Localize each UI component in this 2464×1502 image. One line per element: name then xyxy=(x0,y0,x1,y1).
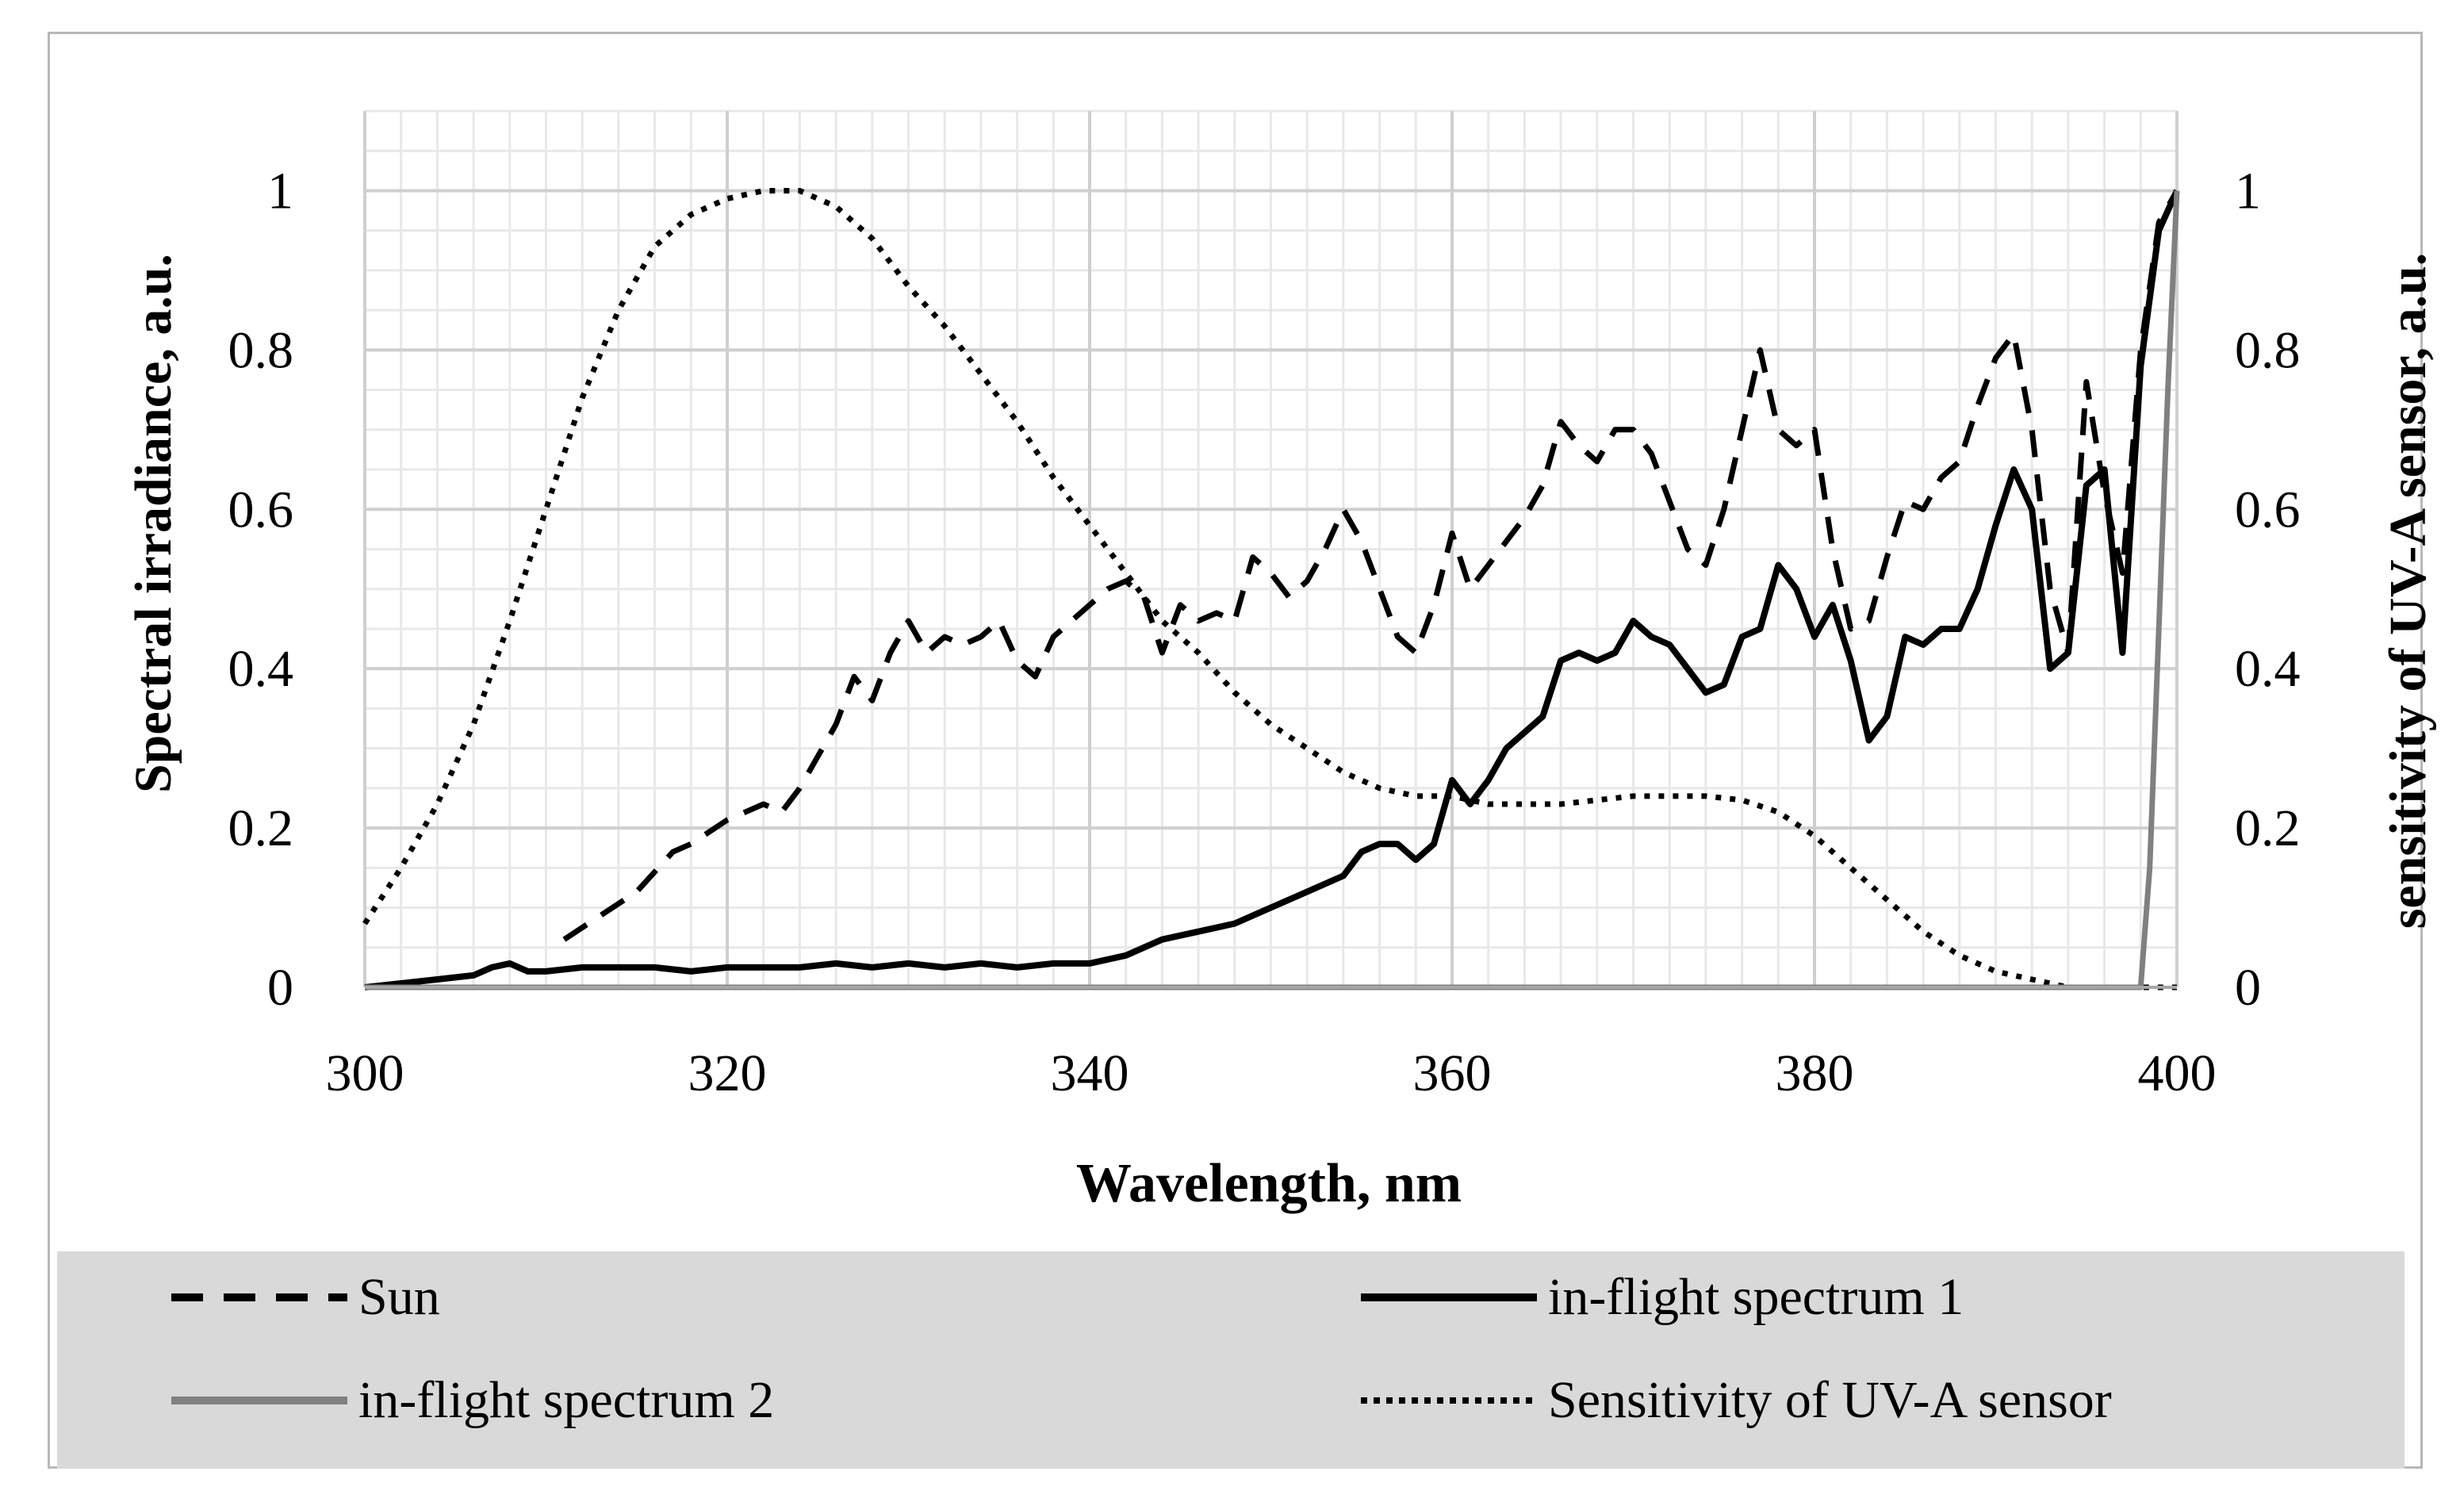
legend-label: Sensitivity of UV-A sensor xyxy=(1548,1371,2112,1429)
x-tick-label: 360 xyxy=(1413,1044,1492,1102)
x-axis-title: Wavelength, nm xyxy=(1076,1153,1462,1214)
y2-tick-label: 0.8 xyxy=(2235,321,2301,379)
legend-swatch-solid-black xyxy=(1361,1293,1537,1301)
legend-item-sun: Sun xyxy=(168,1267,440,1328)
x-tick-label: 340 xyxy=(1051,1044,1129,1102)
x-tick-label: 300 xyxy=(326,1044,404,1102)
legend-label: in-flight spectrum 1 xyxy=(1548,1268,1964,1326)
x-tick-label: 380 xyxy=(1776,1044,1854,1102)
x-tick-label: 320 xyxy=(688,1044,767,1102)
y2-tick-label: 0.2 xyxy=(2235,799,2301,857)
series-line-sun xyxy=(562,189,2180,942)
legend-label: Sun xyxy=(358,1268,440,1326)
y-tick-label: 0.8 xyxy=(228,321,294,379)
series-line-in-flight-spectrum-1 xyxy=(364,189,2180,990)
legend-item-spectrum-1: in-flight spectrum 1 xyxy=(1358,1267,1964,1328)
x-tick-label: 400 xyxy=(2138,1044,2217,1102)
y-axis-title: Spectral irradiance, a.u. xyxy=(125,254,182,793)
y-tick-label: 1 xyxy=(267,162,293,220)
grid xyxy=(363,109,2179,989)
y2-tick-label: 1 xyxy=(2235,162,2261,220)
y-tick-label: 0.4 xyxy=(228,640,294,698)
y-tick-label: 0.6 xyxy=(228,481,294,538)
legend: Sun in-flight spectrum 1 in-flight spect… xyxy=(57,1251,2405,1469)
legend-swatch-solid-gray xyxy=(171,1397,347,1404)
legend-swatch-dotted xyxy=(1361,1397,1537,1404)
legend-swatch-dashed xyxy=(171,1293,347,1301)
legend-item-spectrum-2: in-flight spectrum 2 xyxy=(168,1370,774,1431)
y2-tick-label: 0 xyxy=(2235,959,2261,1017)
legend-label: in-flight spectrum 2 xyxy=(358,1371,775,1429)
legend-item-sensitivity: Sensitivity of UV-A sensor xyxy=(1358,1370,2112,1431)
y2-tick-label: 0.6 xyxy=(2235,481,2301,538)
y-tick-label: 0.2 xyxy=(228,799,294,857)
y2-tick-label: 0.4 xyxy=(2235,640,2301,698)
y2-axis-title: sensitivity of UV-A sensor, a.u. xyxy=(2379,253,2437,929)
series-line-sensitivity-of-uv-a-sensor xyxy=(362,188,2177,990)
y-tick-label: 0 xyxy=(267,959,293,1017)
axes: 300 320 340 360 380 400 0 0.2 0.4 0.6 0.8 1 0 0.2 0.4 0… xyxy=(228,162,2301,1102)
